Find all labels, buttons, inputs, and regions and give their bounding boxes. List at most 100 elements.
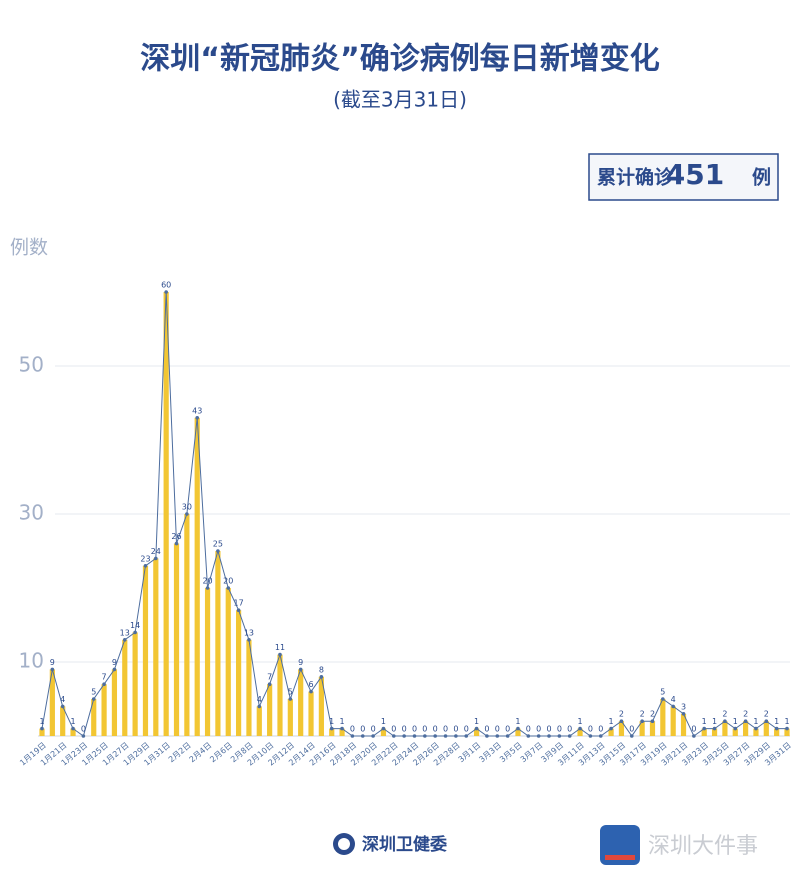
- bar: [204, 588, 211, 736]
- bar: [753, 728, 759, 736]
- value-label: 5: [660, 688, 665, 697]
- value-label: 0: [412, 725, 417, 734]
- chart-title: 深圳“新冠肺炎”确诊病例每日新增变化: [140, 42, 659, 77]
- value-label: 0: [546, 725, 551, 734]
- bar: [743, 721, 749, 736]
- point: [40, 726, 44, 731]
- value-label: 1: [784, 717, 789, 726]
- point: [102, 682, 106, 686]
- point: [516, 726, 520, 731]
- value-label: 1: [474, 717, 479, 726]
- bar: [701, 728, 707, 736]
- point: [423, 734, 427, 738]
- point: [195, 416, 200, 420]
- value-label: 1: [578, 717, 583, 726]
- point: [723, 719, 727, 723]
- bar: [122, 639, 128, 736]
- footer-watermark: 深圳大件事: [648, 834, 758, 859]
- value-label: 30: [182, 503, 192, 512]
- value-label: 0: [391, 725, 396, 734]
- value-label: 23: [140, 554, 150, 563]
- point: [216, 549, 220, 553]
- point: [547, 734, 551, 738]
- summary-label: 累计确诊: [597, 166, 674, 189]
- value-label: 1: [712, 717, 717, 726]
- value-label: 4: [671, 695, 676, 704]
- point: [298, 667, 303, 672]
- point: [143, 564, 148, 568]
- bar: [194, 417, 200, 736]
- point: [567, 734, 572, 738]
- x-tick-label: 3月5日: [498, 741, 524, 765]
- x-tick-label: 2月2日: [167, 741, 193, 765]
- value-label: 0: [536, 725, 541, 734]
- value-label: 14: [130, 621, 140, 630]
- bar: [380, 728, 387, 736]
- point: [495, 734, 500, 738]
- point: [557, 734, 562, 738]
- point: [381, 726, 386, 731]
- point: [350, 734, 355, 738]
- point: [412, 734, 417, 738]
- value-label: 25: [213, 540, 223, 549]
- value-label: 0: [433, 725, 438, 734]
- value-label: 7: [267, 673, 272, 682]
- point: [247, 638, 251, 642]
- bar: [49, 669, 55, 736]
- value-label: 0: [443, 725, 448, 734]
- value-label: 6: [308, 680, 313, 689]
- value-label: 1: [329, 717, 334, 726]
- point: [754, 726, 758, 731]
- point: [640, 719, 644, 723]
- bar: [287, 699, 293, 736]
- value-label: 0: [422, 725, 427, 734]
- point: [392, 734, 396, 738]
- bar: [329, 728, 335, 736]
- value-label: 5: [91, 688, 96, 697]
- bar: [339, 728, 345, 736]
- bar: [101, 684, 107, 736]
- bar: [256, 706, 262, 736]
- value-label: 20: [223, 577, 233, 586]
- point: [112, 667, 117, 672]
- value-label: 0: [453, 725, 458, 734]
- bar: [473, 728, 480, 736]
- point: [702, 726, 707, 731]
- y-tick-label: 10: [19, 649, 44, 673]
- point: [185, 512, 189, 516]
- value-label: 1: [70, 717, 75, 726]
- bar: [142, 565, 149, 736]
- bar: [608, 728, 614, 736]
- point: [650, 719, 655, 723]
- chart-subtitle: (截至3月31日): [333, 88, 467, 112]
- value-label: 0: [629, 725, 634, 734]
- value-label: 13: [120, 628, 130, 637]
- value-label: 0: [484, 725, 489, 734]
- value-label: 0: [567, 725, 572, 734]
- value-label: 1: [702, 717, 707, 726]
- bar: [515, 728, 521, 736]
- bar: [318, 676, 324, 736]
- point: [133, 630, 137, 635]
- point: [164, 290, 168, 294]
- bar: [246, 639, 252, 736]
- value-label: 0: [495, 725, 500, 734]
- value-label: 0: [360, 725, 365, 734]
- bar: [618, 721, 625, 736]
- value-label: 1: [753, 717, 758, 726]
- x-tick-label: 2月4日: [188, 741, 214, 765]
- point: [588, 734, 593, 738]
- value-label: 24: [151, 547, 161, 556]
- point: [319, 675, 324, 679]
- value-label: 0: [350, 725, 355, 734]
- bar: [774, 728, 780, 736]
- point: [454, 734, 458, 738]
- value-label: 0: [526, 725, 531, 734]
- point: [257, 704, 262, 709]
- point: [329, 726, 334, 731]
- point: [50, 667, 55, 672]
- value-label: 60: [161, 281, 171, 290]
- value-label: 1: [381, 717, 386, 726]
- value-label: 26: [171, 532, 181, 541]
- value-label: 43: [192, 406, 202, 415]
